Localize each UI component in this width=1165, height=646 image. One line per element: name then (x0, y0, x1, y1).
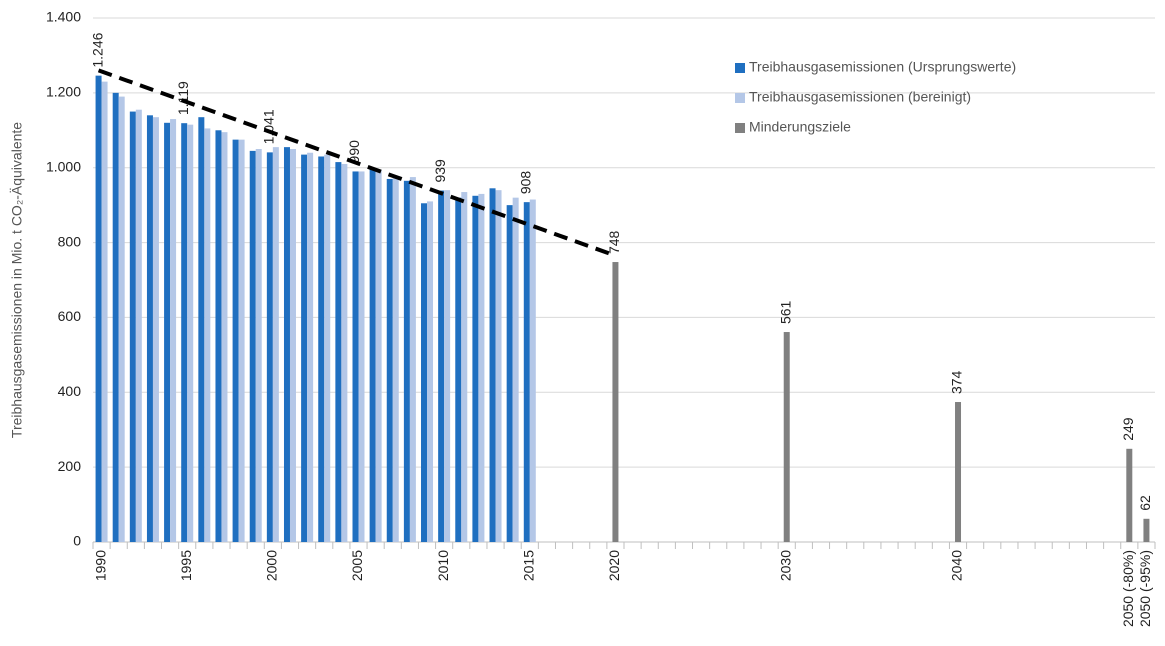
legend-swatch (735, 93, 745, 103)
bar (238, 139, 245, 542)
data-label: 1.041 (261, 109, 277, 144)
bar (512, 197, 519, 542)
y-tick-label: 600 (58, 308, 82, 324)
x-tick-label: 1995 (178, 550, 194, 581)
bar (352, 171, 359, 542)
bar (1126, 448, 1133, 542)
bar (403, 180, 410, 543)
bar (783, 332, 790, 542)
x-tick-label: 2020 (606, 550, 622, 581)
bar (95, 75, 102, 542)
y-tick-label: 800 (58, 233, 82, 249)
x-tick-label: 2050 (-95%) (1137, 550, 1153, 627)
bar (612, 262, 619, 542)
y-tick-label: 1.200 (46, 84, 81, 100)
bar (135, 109, 142, 542)
legend-swatch (735, 63, 745, 73)
bar (444, 190, 451, 542)
data-label: 561 (777, 300, 793, 324)
bar (438, 190, 445, 542)
bar (164, 122, 171, 543)
x-tick-label: 2000 (264, 550, 280, 581)
legend-label: Treibhausgasemissionen (bereinigt) (749, 89, 971, 105)
bar (335, 162, 342, 542)
x-tick-label: 1990 (92, 550, 108, 581)
bar (266, 152, 273, 542)
bar (181, 123, 188, 542)
bar (472, 195, 479, 543)
data-label: 939 (432, 159, 448, 183)
x-tick-label: 2010 (435, 550, 451, 581)
bar (409, 177, 416, 543)
bar (495, 190, 502, 542)
x-tick-label: 2005 (349, 550, 365, 581)
bar (478, 193, 485, 542)
bar (506, 205, 513, 542)
bar (955, 402, 962, 542)
bar (101, 81, 108, 542)
bar (215, 130, 222, 543)
x-tick-label: 2015 (520, 550, 536, 581)
bar (324, 154, 331, 542)
bar (307, 152, 314, 542)
bar (198, 117, 205, 542)
bar (1143, 518, 1150, 542)
bar (461, 192, 468, 543)
bar (204, 128, 211, 542)
data-label: 990 (346, 140, 362, 164)
bar (523, 202, 530, 543)
bar (283, 147, 290, 542)
bar (358, 171, 365, 542)
y-tick-label: 200 (58, 458, 82, 474)
bar (118, 96, 125, 542)
data-label: 748 (606, 230, 622, 254)
bar (301, 154, 308, 542)
bar (249, 150, 256, 542)
bar (427, 201, 434, 542)
bar (529, 199, 536, 542)
legend-label: Treibhausgasemissionen (Ursprungswerte) (749, 59, 1016, 75)
data-label: 374 (949, 370, 965, 394)
data-label: 249 (1120, 417, 1136, 441)
trend-line (97, 68, 617, 258)
y-tick-label: 400 (58, 383, 82, 399)
bar (318, 156, 325, 542)
y-axis-label: Treibhausgasemissionen in Mio. t CO₂-Äqu… (9, 122, 25, 438)
bar (170, 119, 177, 543)
bar (289, 149, 296, 542)
bar (187, 124, 194, 543)
bar (375, 169, 382, 543)
x-tick-label: 2030 (777, 550, 793, 581)
x-tick-label: 2050 (-80%) (1120, 550, 1136, 627)
bar (421, 203, 428, 542)
data-label: 908 (517, 171, 533, 195)
bar (232, 139, 239, 542)
y-tick-label: 1.000 (46, 158, 81, 174)
bar (152, 117, 159, 542)
bar (272, 147, 279, 542)
data-label: 1.119 (175, 81, 191, 115)
bar (489, 188, 496, 543)
bar (146, 115, 153, 543)
bar (455, 197, 462, 542)
bar (255, 149, 262, 542)
bar (112, 92, 119, 542)
legend-label: Minderungsziele (749, 119, 851, 135)
y-tick-label: 1.400 (46, 9, 81, 25)
data-label: 1.246 (89, 32, 105, 67)
bar (392, 177, 399, 543)
bar (341, 163, 348, 542)
x-tick-label: 2040 (949, 550, 965, 581)
bar (129, 111, 136, 543)
bar (386, 178, 393, 542)
y-tick-label: 0 (73, 533, 81, 549)
bar (369, 167, 376, 542)
legend-swatch (735, 123, 745, 133)
data-label: 62 (1137, 495, 1153, 511)
bar (221, 132, 228, 542)
